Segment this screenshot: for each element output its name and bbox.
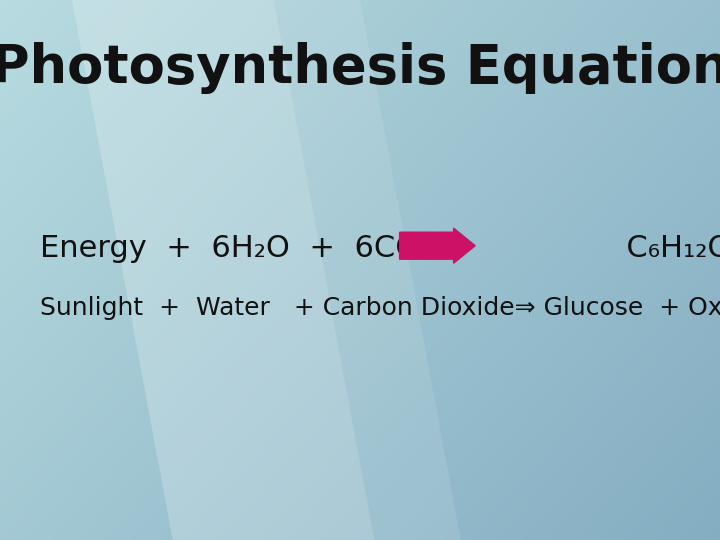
Text: Photosynthesis Equation: Photosynthesis Equation — [0, 42, 720, 93]
Text: Energy  +  6H₂O  +  6CO₂                    C₆H₁₂O₆  +  6O₂: Energy + 6H₂O + 6CO₂ C₆H₁₂O₆ + 6O₂ — [40, 234, 720, 263]
Text: Sunlight  +  Water   + Carbon Dioxide⇒ Glucose  + Oxygen: Sunlight + Water + Carbon Dioxide⇒ Gluco… — [40, 296, 720, 320]
Polygon shape — [72, 0, 374, 540]
Polygon shape — [274, 0, 461, 540]
FancyArrow shape — [400, 228, 475, 263]
